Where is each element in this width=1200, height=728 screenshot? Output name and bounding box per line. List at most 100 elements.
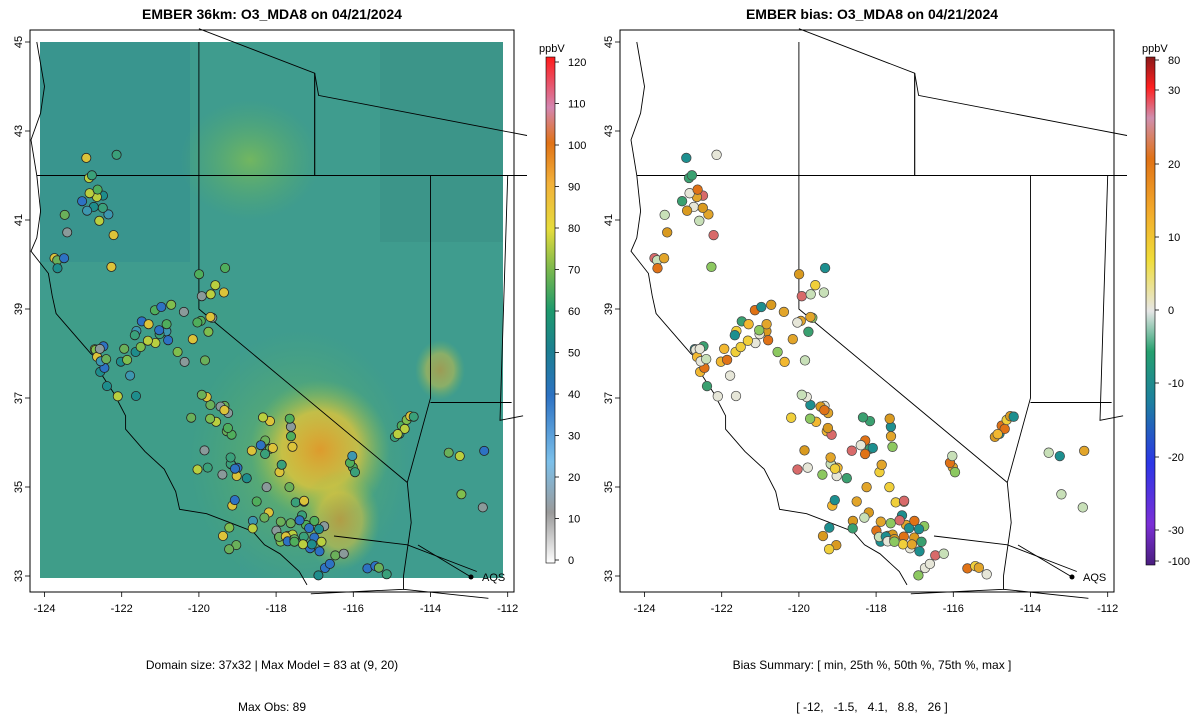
- bias-site-marker: [786, 412, 797, 423]
- right-colorbar-tick: -100: [1168, 556, 1190, 568]
- model-site-marker: [130, 390, 141, 401]
- model-site-marker: [261, 482, 272, 493]
- bias-site-marker: [949, 467, 961, 478]
- bias-site-marker: [1077, 502, 1088, 513]
- boundary-line: [798, 28, 1128, 136]
- bias-site-marker: [658, 253, 670, 264]
- left-colorbar-tick: 60: [568, 306, 580, 318]
- lat-tick-label: 41: [603, 214, 615, 226]
- bias-site-marker: [799, 355, 811, 366]
- model-site-marker: [187, 334, 198, 345]
- model-site-marker: [330, 550, 341, 561]
- left-map-boundaries: [30, 28, 528, 599]
- model-site-marker: [477, 502, 488, 513]
- model-site-marker: [297, 539, 308, 550]
- right-map-axes: -124 -122 -120 -118 -116 -114 -112 33 35 37 39 41 43…: [603, 36, 1118, 615]
- bias-site-marker: [805, 311, 816, 323]
- model-site-marker: [154, 325, 165, 336]
- left-colorbar-tick: 100: [568, 140, 586, 152]
- right-colorbar-unit: ppbV: [1142, 43, 1168, 55]
- model-site-marker: [290, 497, 301, 508]
- model-site-marker: [247, 523, 258, 534]
- bias-site-marker: [1043, 447, 1054, 458]
- boundary-line: [499, 175, 524, 421]
- bias-site-marker: [756, 301, 767, 313]
- lat-tick-label: 39: [603, 303, 615, 315]
- lon-tick-label: -122: [111, 603, 133, 615]
- model-site-marker: [205, 413, 216, 424]
- boundary-line: [1003, 588, 1089, 599]
- bias-site-marker: [841, 473, 852, 484]
- bias-site-marker: [819, 262, 831, 274]
- model-site-marker: [259, 512, 270, 523]
- boundary-line: [1003, 175, 1031, 577]
- lon-tick-label: -116: [943, 603, 964, 615]
- model-site-marker: [347, 450, 358, 461]
- right-colorbar-tick: 10: [1168, 232, 1180, 244]
- model-site-marker: [276, 459, 287, 470]
- bias-site-marker: [894, 515, 905, 526]
- boundary-line: [798, 42, 915, 176]
- bias-site-marker: [992, 428, 1003, 440]
- lon-tick-label: -124: [633, 603, 655, 615]
- model-site-marker: [338, 548, 349, 559]
- bias-site-marker: [719, 343, 730, 354]
- left-colorbar-tick: 80: [568, 223, 580, 235]
- model-site-marker: [294, 515, 305, 526]
- bias-site-marker: [712, 391, 723, 402]
- bias-site-marker: [701, 380, 713, 392]
- model-site-marker: [284, 413, 295, 424]
- model-site-marker: [92, 184, 103, 195]
- bias-site-marker: [903, 522, 915, 534]
- bias-site-marker: [766, 299, 777, 310]
- left-colorbar-tick: 110: [568, 99, 586, 111]
- bias-site-marker: [787, 334, 798, 345]
- boundary-line: [910, 576, 1004, 595]
- bias-site-marker: [697, 202, 708, 214]
- model-site-marker: [217, 469, 228, 480]
- right-colorbar-tick: 0: [1168, 305, 1174, 317]
- model-site-marker: [313, 570, 324, 581]
- model-site-marker: [217, 531, 228, 542]
- bias-site-marker: [804, 413, 816, 424]
- model-site-marker: [306, 539, 317, 550]
- bias-site-marker: [743, 319, 754, 330]
- model-site-marker: [192, 464, 203, 475]
- left-map-frame: [29, 29, 515, 593]
- bias-site-marker: [692, 184, 703, 195]
- bias-site-marker: [735, 341, 746, 353]
- bias-site-marker: [772, 346, 783, 358]
- model-site-marker: [454, 451, 465, 462]
- bias-site-marker: [652, 263, 663, 274]
- model-site-marker: [285, 421, 296, 432]
- bias-site-marker: [1079, 445, 1090, 457]
- model-site-marker: [224, 522, 235, 533]
- right-caption-line2: [ -12, -1.5, 4.1, 8.8, 26 ]: [796, 700, 948, 714]
- model-site-marker: [199, 445, 210, 456]
- bias-site-marker: [887, 441, 898, 452]
- bias-site-marker: [779, 356, 790, 368]
- boundary-line: [310, 576, 404, 595]
- bias-site-marker: [799, 445, 810, 456]
- bias-site-marker: [817, 469, 828, 480]
- model-site-marker: [101, 354, 112, 365]
- model-site-marker: [111, 149, 122, 160]
- left-caption-line2: Max Obs: 89: [237, 700, 307, 714]
- model-site-marker: [314, 546, 325, 557]
- model-site-marker: [94, 343, 105, 354]
- bias-site-marker: [803, 326, 814, 337]
- model-site-marker: [408, 411, 419, 422]
- lon-tick-label: -124: [33, 603, 55, 615]
- bias-site-marker: [913, 570, 924, 581]
- left-colorbar-tick: 10: [568, 514, 580, 526]
- model-site-marker: [202, 462, 213, 473]
- lat-tick-label: 45: [603, 36, 615, 48]
- lat-tick-label: 35: [603, 481, 615, 493]
- model-site-marker: [260, 448, 271, 459]
- bias-site-marker: [703, 209, 714, 220]
- left-colorbar-tick: 70: [568, 265, 580, 277]
- bias-site-marker: [897, 539, 909, 550]
- boundary-line: [403, 175, 431, 577]
- right-legend-aqs-label: AQS: [1083, 572, 1106, 584]
- model-site-marker: [103, 209, 114, 220]
